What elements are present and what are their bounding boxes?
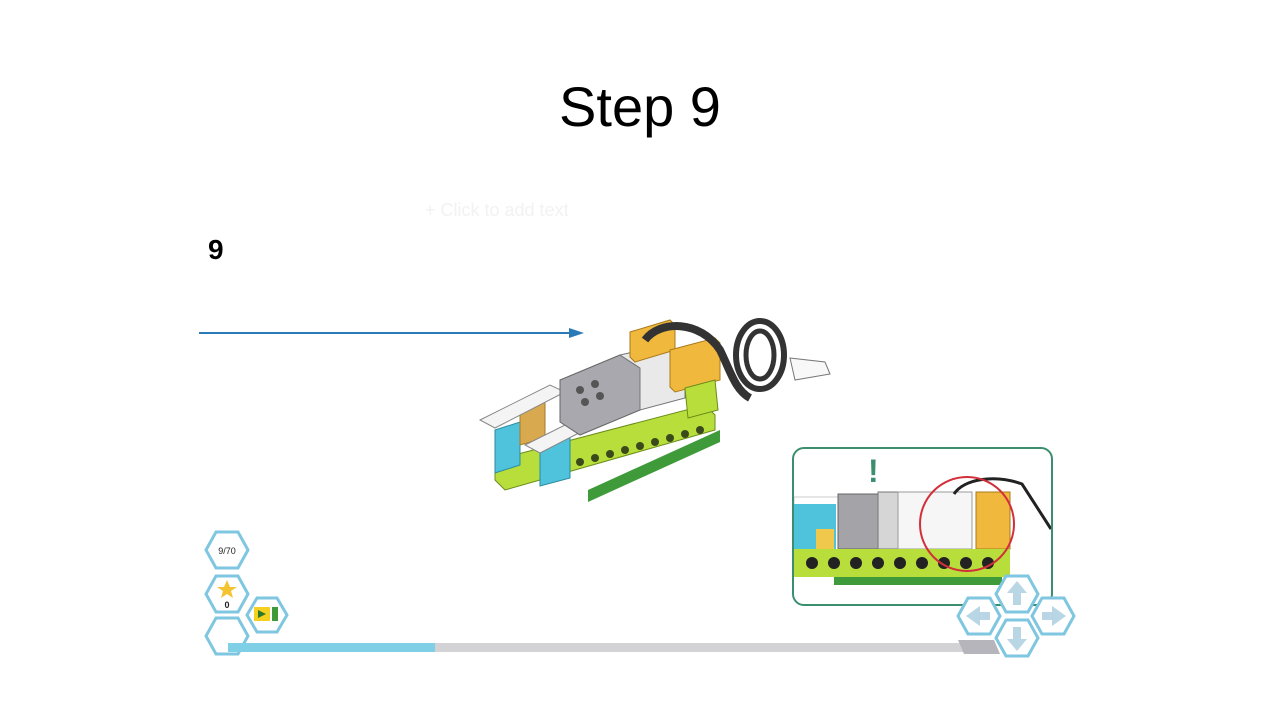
arrow-left-icon xyxy=(966,606,990,626)
nav-down-button[interactable] xyxy=(994,618,1040,658)
highlight-circle xyxy=(919,476,1015,572)
progress-bar-fill xyxy=(228,643,436,652)
svg-text:0: 0 xyxy=(224,600,229,610)
callout-detail-box: ! xyxy=(792,447,1053,606)
ghost-placeholder-text: + Click to add text xyxy=(425,200,569,220)
nav-right-button[interactable] xyxy=(1030,596,1076,636)
arrow-right-icon xyxy=(1042,606,1066,626)
lego-model-illustration xyxy=(478,318,831,502)
nav-left-button[interactable] xyxy=(956,596,1002,636)
progress-bar xyxy=(228,643,968,652)
nav-up-button[interactable] xyxy=(994,574,1040,614)
callout-alert-mark: ! xyxy=(868,453,879,489)
arrow-down-icon xyxy=(1007,627,1027,651)
callout-detail-illustration: ! xyxy=(794,453,1051,585)
arrow-up-icon xyxy=(1007,581,1027,605)
slide-title: Step 9 xyxy=(559,75,721,138)
progress-end-marker xyxy=(958,640,1000,654)
play-button[interactable] xyxy=(245,596,289,634)
step-number: 9 xyxy=(208,234,224,265)
pointer-arrow xyxy=(199,328,584,338)
page-counter-badge: 9/70 xyxy=(204,530,250,570)
star-score-badge: 0 xyxy=(204,574,250,614)
svg-text:9/70: 9/70 xyxy=(218,546,236,556)
